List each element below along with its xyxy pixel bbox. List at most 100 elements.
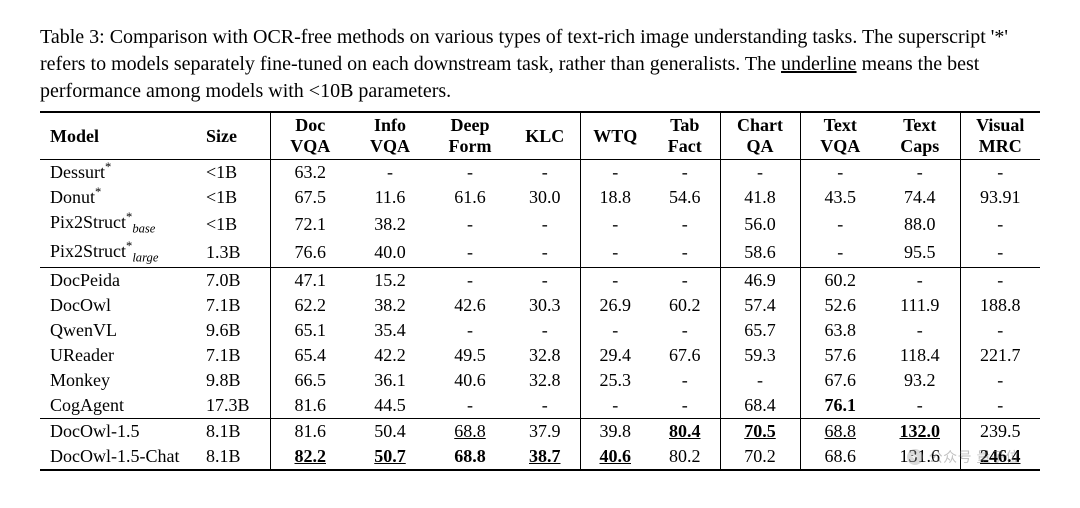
model-name: Monkey <box>40 368 200 393</box>
col-header-docvqa: DocVQA <box>270 112 350 160</box>
cell-infovqa: 38.2 <box>350 293 430 318</box>
cell-docvqa: 76.6 <box>270 239 350 268</box>
cell-deepform: 68.8 <box>430 419 510 445</box>
cell-visualmrc: - <box>960 318 1040 343</box>
model-name: DocOwl <box>40 293 200 318</box>
cell-klc: 30.3 <box>510 293 580 318</box>
cell-klc: - <box>510 210 580 239</box>
cell-chartqa: 65.7 <box>720 318 800 343</box>
cell-visualmrc: - <box>960 268 1040 294</box>
model-size: 7.1B <box>200 293 270 318</box>
col-header-infovqa: InfoVQA <box>350 112 430 160</box>
cell-docvqa: 72.1 <box>270 210 350 239</box>
model-size: 8.1B <box>200 419 270 445</box>
cell-chartqa: 70.2 <box>720 444 800 470</box>
cell-tabfact: 54.6 <box>650 185 720 210</box>
cell-infovqa: 50.7 <box>350 444 430 470</box>
cell-textvqa: 60.2 <box>800 268 880 294</box>
table-body: Dessurt*<1B63.2---------Donut*<1B67.511.… <box>40 160 1040 471</box>
caption-underline: underline <box>781 53 857 75</box>
model-name: Pix2Struct*large <box>40 239 200 268</box>
cell-deepform: 68.8 <box>430 444 510 470</box>
cell-visualmrc: - <box>960 368 1040 393</box>
cell-textcaps: 88.0 <box>880 210 960 239</box>
model-name: QwenVL <box>40 318 200 343</box>
model-size: <1B <box>200 210 270 239</box>
model-size: <1B <box>200 185 270 210</box>
cell-chartqa: 70.5 <box>720 419 800 445</box>
col-header-model: Model <box>40 112 200 160</box>
col-header-visualmrc: VisualMRC <box>960 112 1040 160</box>
model-name: UReader <box>40 343 200 368</box>
cell-wtq: - <box>580 160 650 186</box>
table-header: ModelSizeDocVQAInfoVQADeepFormKLCWTQTabF… <box>40 112 1040 160</box>
cell-klc: - <box>510 268 580 294</box>
cell-klc: 38.7 <box>510 444 580 470</box>
cell-textvqa: - <box>800 160 880 186</box>
cell-infovqa: 38.2 <box>350 210 430 239</box>
cell-docvqa: 82.2 <box>270 444 350 470</box>
model-size: 7.0B <box>200 268 270 294</box>
cell-textcaps: 131.6 <box>880 444 960 470</box>
model-size: 8.1B <box>200 444 270 470</box>
cell-visualmrc: 221.7 <box>960 343 1040 368</box>
cell-deepform: - <box>430 393 510 419</box>
cell-textvqa: 52.6 <box>800 293 880 318</box>
cell-wtq: - <box>580 393 650 419</box>
cell-visualmrc: - <box>960 160 1040 186</box>
cell-textcaps: 95.5 <box>880 239 960 268</box>
cell-docvqa: 81.6 <box>270 393 350 419</box>
cell-infovqa: 42.2 <box>350 343 430 368</box>
cell-klc: - <box>510 318 580 343</box>
cell-infovqa: 11.6 <box>350 185 430 210</box>
cell-deepform: - <box>430 268 510 294</box>
cell-tabfact: - <box>650 210 720 239</box>
cell-tabfact: 80.2 <box>650 444 720 470</box>
col-header-chartqa: ChartQA <box>720 112 800 160</box>
cell-docvqa: 65.1 <box>270 318 350 343</box>
cell-textvqa: - <box>800 239 880 268</box>
cell-docvqa: 81.6 <box>270 419 350 445</box>
col-header-size: Size <box>200 112 270 160</box>
cell-docvqa: 62.2 <box>270 293 350 318</box>
cell-infovqa: - <box>350 160 430 186</box>
cell-infovqa: 36.1 <box>350 368 430 393</box>
cell-textcaps: 111.9 <box>880 293 960 318</box>
cell-tabfact: - <box>650 160 720 186</box>
model-name: DocOwl-1.5 <box>40 419 200 445</box>
col-header-textvqa: TextVQA <box>800 112 880 160</box>
cell-textvqa: - <box>800 210 880 239</box>
col-header-klc: KLC <box>510 112 580 160</box>
cell-chartqa: 57.4 <box>720 293 800 318</box>
cell-textvqa: 67.6 <box>800 368 880 393</box>
cell-deepform: - <box>430 160 510 186</box>
cell-textcaps: - <box>880 393 960 419</box>
cell-tabfact: - <box>650 368 720 393</box>
cell-klc: 32.8 <box>510 343 580 368</box>
cell-chartqa: - <box>720 368 800 393</box>
cell-deepform: 40.6 <box>430 368 510 393</box>
model-size: 7.1B <box>200 343 270 368</box>
cell-wtq: 18.8 <box>580 185 650 210</box>
model-name: Pix2Struct*base <box>40 210 200 239</box>
model-name: Dessurt* <box>40 160 200 186</box>
cell-tabfact: - <box>650 318 720 343</box>
cell-tabfact: - <box>650 393 720 419</box>
model-size: 9.6B <box>200 318 270 343</box>
cell-textcaps: - <box>880 268 960 294</box>
model-size: 17.3B <box>200 393 270 419</box>
model-size: 9.8B <box>200 368 270 393</box>
cell-deepform: - <box>430 210 510 239</box>
cell-klc: 37.9 <box>510 419 580 445</box>
model-size: 1.3B <box>200 239 270 268</box>
cell-deepform: - <box>430 239 510 268</box>
cell-textcaps: - <box>880 160 960 186</box>
results-table: ModelSizeDocVQAInfoVQADeepFormKLCWTQTabF… <box>40 111 1040 471</box>
cell-textcaps: 93.2 <box>880 368 960 393</box>
col-header-deepform: DeepForm <box>430 112 510 160</box>
cell-wtq: - <box>580 318 650 343</box>
cell-textcaps: 118.4 <box>880 343 960 368</box>
cell-visualmrc: 239.5 <box>960 419 1040 445</box>
cell-visualmrc: - <box>960 393 1040 419</box>
model-size: <1B <box>200 160 270 186</box>
